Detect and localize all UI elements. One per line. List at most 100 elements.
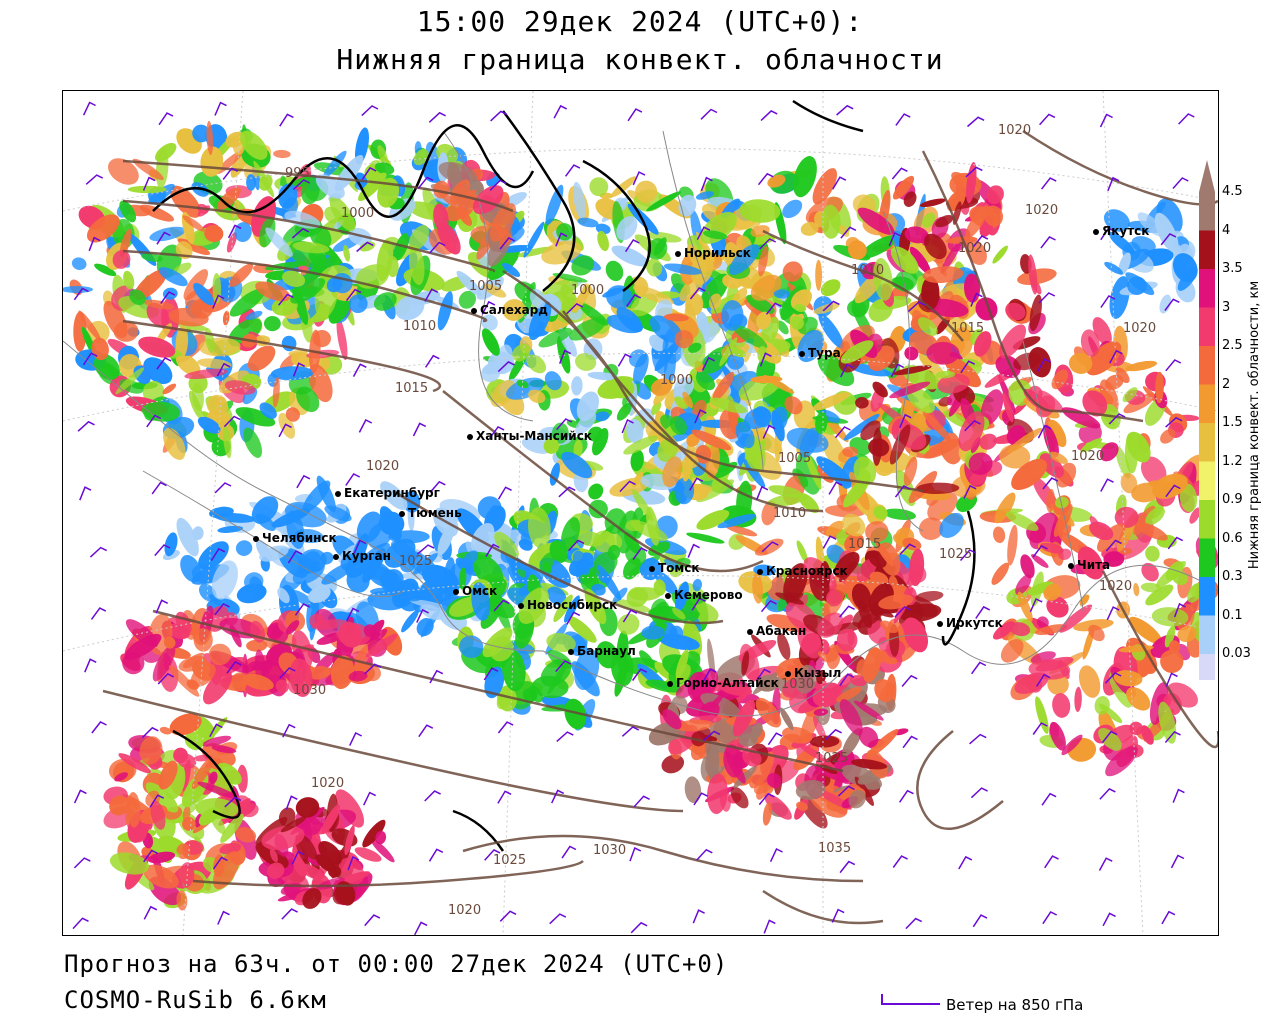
colorbar-label: 1.5	[1222, 415, 1243, 430]
city-dot-icon	[1093, 228, 1099, 235]
city-marker[interactable]: Тура	[799, 346, 841, 360]
colorbar-swatch	[1199, 423, 1215, 462]
city-dot-icon	[649, 565, 655, 572]
map-subtitle: Нижняя граница конвект. облачности	[336, 43, 944, 76]
city-marker[interactable]: Чита	[1068, 558, 1110, 572]
isobar-label: 1035	[818, 841, 852, 856]
city-dot-icon	[333, 553, 339, 560]
forecast-map[interactable]: Норильск Якутск Салехард Тура Ханты-Мансийск…	[62, 90, 1219, 936]
city-marker[interactable]: Курган	[333, 549, 391, 563]
city-dot-icon	[799, 350, 805, 357]
colorbar-label: 0.1	[1222, 607, 1243, 623]
colorbar-swatch	[1199, 615, 1215, 654]
isobar-label: 1015	[848, 537, 882, 552]
city-label: Екатеринбург	[344, 486, 440, 500]
isobar-label: 1020	[1025, 203, 1059, 218]
city-label: Якутск	[1102, 224, 1150, 238]
wind-legend-label: Ветер на 850 гПа	[946, 996, 1084, 1014]
city-marker[interactable]: Салехард	[471, 303, 548, 317]
city-label: Тура	[808, 346, 841, 360]
city-label: Барнаул	[577, 644, 636, 658]
city-marker[interactable]: Томск	[649, 561, 700, 575]
colorbar-swatch	[1199, 538, 1215, 577]
city-label: Челябинск	[262, 531, 337, 545]
colorbar-scale	[1199, 160, 1215, 680]
city-marker[interactable]: Горно-Алтайск	[667, 676, 779, 690]
wind-barb-legend-icon	[881, 994, 940, 1005]
city-label: Норильск	[684, 246, 751, 260]
city-marker[interactable]: Кемерово	[665, 588, 743, 602]
map-canvas	[63, 91, 1218, 935]
colorbar-swatch	[1199, 192, 1215, 231]
city-marker[interactable]: Ханты-Мансийск	[467, 429, 592, 443]
forecast-info: Прогноз на 63ч. от 00:00 27дек 2024 (UTC…	[64, 950, 729, 978]
city-marker[interactable]: Иркутск	[937, 616, 1003, 630]
city-marker[interactable]: Барнаул	[568, 644, 636, 658]
colorbar-title: Нижняя граница конвект. облачности, км	[1247, 281, 1262, 569]
isobar-label: 1020	[366, 459, 400, 474]
colorbar-label: 1.2	[1222, 453, 1243, 469]
colorbar-swatch	[1199, 346, 1215, 385]
city-dot-icon	[747, 628, 753, 635]
city-marker[interactable]: Кызыл	[785, 666, 841, 680]
isobar-label: 1020	[1071, 449, 1105, 464]
isobar-label: 1015	[951, 321, 985, 336]
isobar-label: 1005	[778, 451, 812, 466]
city-label: Иркутск	[946, 616, 1003, 630]
city-dot-icon	[518, 602, 524, 609]
city-marker[interactable]: Красноярск	[757, 564, 848, 578]
colorbar-swatch	[1199, 269, 1215, 308]
city-dot-icon	[785, 670, 791, 677]
city-dot-icon	[675, 250, 681, 257]
city-label: Новосибирск	[527, 598, 618, 612]
city-label: Горно-Алтайск	[676, 676, 779, 690]
city-marker[interactable]: Абакан	[747, 624, 806, 638]
city-label: Абакан	[756, 624, 807, 638]
colorbar-swatch	[1199, 500, 1215, 539]
isobar-label: 1010	[403, 319, 437, 334]
isobar-label: 1020	[448, 903, 482, 918]
city-label: Омск	[462, 584, 498, 598]
city-marker[interactable]: Челябинск	[253, 531, 337, 545]
city-marker[interactable]: Екатеринбург	[335, 486, 440, 500]
colorbar-label: 3.5	[1222, 261, 1243, 276]
isobar-label: 1015	[395, 381, 429, 396]
city-dot-icon	[937, 620, 943, 627]
city-label: Курган	[342, 549, 391, 563]
colorbar-label: 0.03	[1222, 646, 1251, 661]
isobar-label: 1020	[311, 776, 345, 791]
city-marker[interactable]: Новосибирск	[518, 598, 617, 612]
isobar-label: 1025	[815, 751, 849, 766]
isobar-label: 1025	[399, 554, 433, 569]
isobar-label: 1030	[781, 677, 815, 692]
city-dot-icon	[757, 568, 763, 575]
isobar-label: 1030	[293, 683, 327, 698]
city-dot-icon	[467, 433, 473, 440]
isobar-label: 1010	[851, 263, 885, 278]
colorbar-top-arrow	[1199, 160, 1215, 192]
map-title: 15:00 29дек 2024 (UTC+0):	[416, 5, 864, 38]
city-dot-icon	[471, 307, 477, 314]
colorbar-swatch	[1199, 654, 1215, 680]
city-label: Тюмень	[408, 506, 462, 520]
city-marker[interactable]: Норильск	[675, 246, 751, 260]
colorbar-swatch	[1199, 577, 1215, 616]
isobar-label: 1025	[939, 547, 973, 562]
isobar-label: 1005	[469, 279, 503, 294]
isobar-label: 1020	[1123, 321, 1157, 336]
isobar-label: 1020	[1099, 579, 1133, 594]
colorbar-label: 3	[1222, 299, 1231, 315]
isobar-label: 1030	[593, 843, 627, 858]
city-dot-icon	[665, 592, 671, 599]
colorbar-swatch	[1199, 461, 1215, 500]
isobar-label: 1000	[571, 283, 605, 298]
city-marker[interactable]: Якутск	[1093, 224, 1149, 238]
city-marker[interactable]: Тюмень	[399, 506, 462, 520]
colorbar-label: 4	[1222, 222, 1231, 238]
colorbar-label: 2	[1222, 376, 1231, 392]
city-label: Чита	[1077, 558, 1111, 572]
city-dot-icon	[568, 648, 574, 655]
city-dot-icon	[1068, 562, 1074, 569]
city-marker[interactable]: Омск	[453, 584, 497, 598]
isobar-label: 1010	[773, 506, 807, 521]
